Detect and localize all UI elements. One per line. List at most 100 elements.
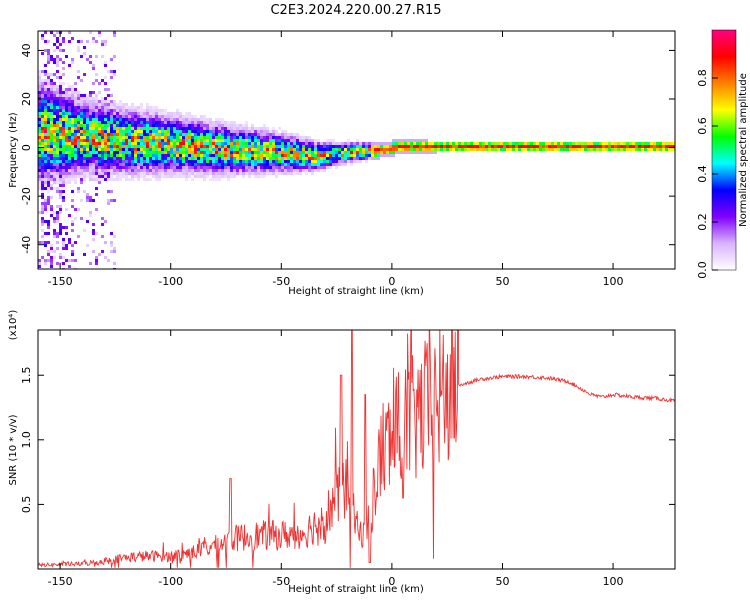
spectrogram-xtick-label: -100 bbox=[158, 275, 183, 288]
snr-background bbox=[38, 330, 675, 569]
heatmap-cell bbox=[344, 154, 347, 157]
heatmap-cell bbox=[242, 124, 245, 127]
heatmap-cell bbox=[110, 232, 113, 235]
heatmap-cell bbox=[383, 154, 386, 157]
heatmap-cell bbox=[260, 139, 263, 142]
heatmap-cell bbox=[284, 139, 287, 142]
heatmap-cell bbox=[377, 148, 380, 151]
colorbar-tick-label: 0.4 bbox=[696, 165, 709, 183]
heatmap-cell bbox=[419, 151, 422, 154]
heatmap-cell bbox=[74, 91, 77, 94]
heatmap-cell bbox=[170, 166, 173, 169]
heatmap-cell bbox=[575, 148, 578, 151]
heatmap-cell bbox=[380, 142, 383, 145]
heatmap-cell bbox=[200, 133, 203, 136]
heatmap-cell bbox=[77, 103, 80, 106]
heatmap-cell bbox=[149, 112, 152, 115]
heatmap-cell bbox=[125, 178, 128, 181]
heatmap-cell bbox=[95, 178, 98, 181]
heatmap-cell bbox=[110, 139, 113, 142]
heatmap-cell bbox=[59, 85, 62, 88]
heatmap-cell bbox=[353, 154, 356, 157]
heatmap-cell bbox=[89, 211, 92, 214]
heatmap-cell bbox=[440, 142, 443, 145]
heatmap-cell bbox=[569, 142, 572, 145]
heatmap-cell bbox=[53, 91, 56, 94]
heatmap-cell bbox=[314, 157, 317, 160]
heatmap-cell bbox=[191, 151, 194, 154]
heatmap-cell bbox=[68, 94, 71, 97]
heatmap-cell bbox=[71, 58, 74, 61]
heatmap-cell bbox=[125, 172, 128, 175]
heatmap-cell bbox=[212, 127, 215, 130]
heatmap-cell bbox=[125, 133, 128, 136]
heatmap-cell bbox=[446, 142, 449, 145]
heatmap-cell bbox=[65, 139, 68, 142]
heatmap-cell bbox=[395, 142, 398, 145]
heatmap-cell bbox=[230, 154, 233, 157]
heatmap-cell bbox=[131, 109, 134, 112]
heatmap-cell bbox=[263, 166, 266, 169]
heatmap-cell bbox=[644, 148, 647, 151]
heatmap-cell bbox=[281, 142, 284, 145]
heatmap-cell bbox=[209, 169, 212, 172]
heatmap-cell bbox=[134, 175, 137, 178]
heatmap-cell bbox=[233, 166, 236, 169]
snr-xtick-label: 100 bbox=[603, 575, 624, 588]
heatmap-cell bbox=[62, 127, 65, 130]
heatmap-cell bbox=[134, 166, 137, 169]
heatmap-cell bbox=[383, 142, 386, 145]
heatmap-cell bbox=[161, 118, 164, 121]
heatmap-cell bbox=[173, 112, 176, 115]
heatmap-cell bbox=[110, 142, 113, 145]
heatmap-cell bbox=[146, 160, 149, 163]
heatmap-cell bbox=[266, 139, 269, 142]
heatmap-cell bbox=[71, 127, 74, 130]
heatmap-cell bbox=[668, 145, 671, 148]
heatmap-cell bbox=[38, 175, 41, 178]
heatmap-cell bbox=[101, 151, 104, 154]
heatmap-cell bbox=[116, 142, 119, 145]
heatmap-cell bbox=[338, 142, 341, 145]
heatmap-cell bbox=[185, 178, 188, 181]
heatmap-cell bbox=[104, 121, 107, 124]
heatmap-cell bbox=[38, 172, 41, 175]
heatmap-cell bbox=[233, 175, 236, 178]
heatmap-cell bbox=[83, 97, 86, 100]
heatmap-cell bbox=[590, 145, 593, 148]
heatmap-cell bbox=[233, 169, 236, 172]
heatmap-cell bbox=[41, 142, 44, 145]
heatmap-cell bbox=[365, 157, 368, 160]
heatmap-cell bbox=[197, 136, 200, 139]
heatmap-cell bbox=[242, 151, 245, 154]
heatmap-cell bbox=[59, 100, 62, 103]
heatmap-cell bbox=[629, 145, 632, 148]
heatmap-cell bbox=[236, 160, 239, 163]
heatmap-cell bbox=[59, 94, 62, 97]
heatmap-cell bbox=[128, 133, 131, 136]
heatmap-cell bbox=[140, 163, 143, 166]
heatmap-cell bbox=[638, 148, 641, 151]
heatmap-cell bbox=[125, 175, 128, 178]
heatmap-cell bbox=[173, 121, 176, 124]
heatmap-cell bbox=[278, 145, 281, 148]
heatmap-cell bbox=[83, 118, 86, 121]
heatmap-cell bbox=[320, 148, 323, 151]
heatmap-cell bbox=[272, 130, 275, 133]
colorbar-tick-label: 0.8 bbox=[696, 69, 709, 87]
heatmap-cell bbox=[101, 160, 104, 163]
heatmap-cell bbox=[107, 121, 110, 124]
heatmap-cell bbox=[98, 142, 101, 145]
heatmap-cell bbox=[107, 145, 110, 148]
heatmap-cell bbox=[53, 103, 56, 106]
heatmap-cell bbox=[245, 130, 248, 133]
heatmap-cell bbox=[413, 142, 416, 145]
heatmap-cell bbox=[431, 148, 434, 151]
heatmap-cell bbox=[47, 223, 50, 226]
heatmap-cell bbox=[89, 133, 92, 136]
heatmap-cell bbox=[224, 145, 227, 148]
heatmap-cell bbox=[212, 160, 215, 163]
heatmap-cell bbox=[101, 175, 104, 178]
heatmap-cell bbox=[59, 232, 62, 235]
heatmap-cell bbox=[41, 136, 44, 139]
